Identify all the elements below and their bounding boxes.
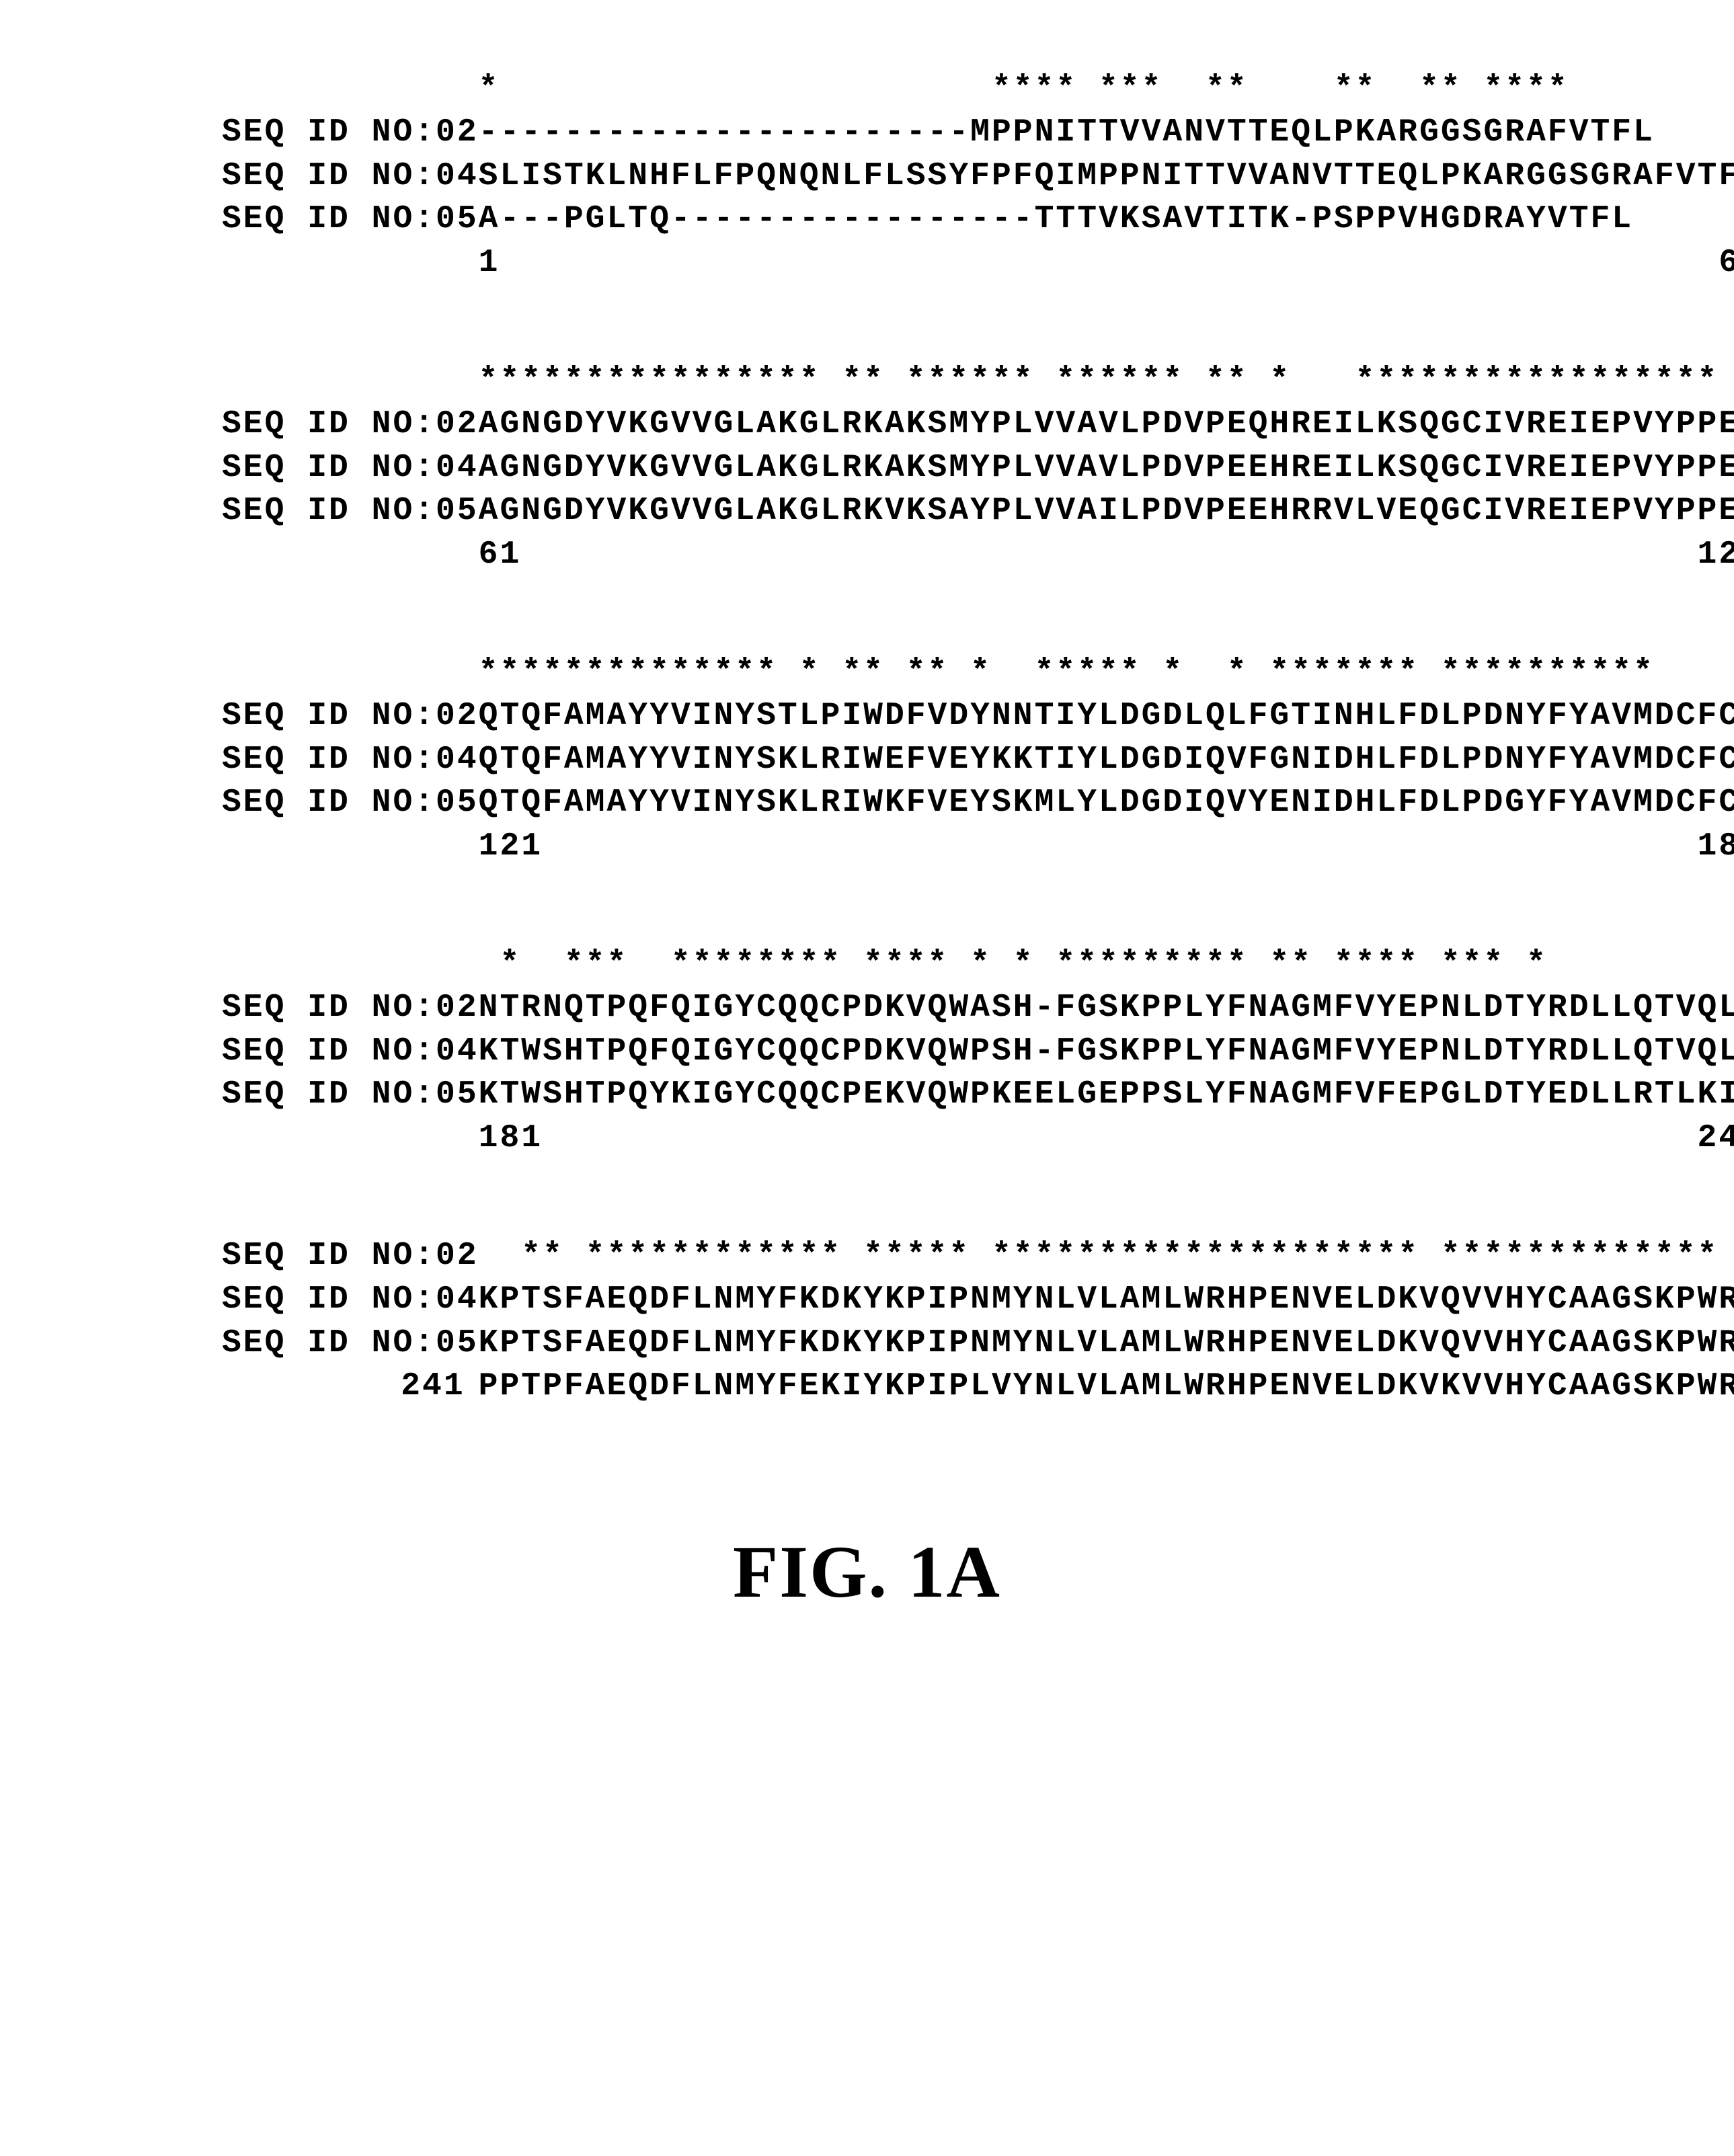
- seq-label: SEQ ID NO:05: [222, 489, 479, 533]
- seq-label: SEQ ID NO:02: [222, 1234, 479, 1278]
- seq-label: SEQ ID NO:05: [222, 781, 479, 825]
- ruler-start: 1: [479, 241, 500, 285]
- seq-label: SEQ ID NO:02: [222, 403, 479, 446]
- ruler-end: 60: [1719, 241, 1734, 285]
- labels-col: SEQ ID NO:02 SEQ ID NO:04 SEQ ID NO:05: [222, 651, 479, 869]
- consensus-line: * *** ******** **** * * ********* ** ***…: [479, 943, 1734, 986]
- seq-label: SEQ ID NO:02: [222, 986, 479, 1030]
- ruler-end: 240: [1698, 1117, 1734, 1160]
- consensus-line: * **** *** ** ** ** ****: [479, 67, 1734, 111]
- ruler-start-label: 241: [222, 1365, 479, 1408]
- labels-col: SEQ ID NO:02 SEQ ID NO:04 SEQ ID NO:05: [222, 943, 479, 1160]
- sequence-line: KTWSHTPQFQIGYCQQCPDKVQWPSH-FGSKPPLYFNAGM…: [479, 1030, 1734, 1074]
- sequence-col: ** ************ ***** ******************…: [479, 1234, 1734, 1408]
- sequence-line: QTQFAMAYYVINYSTLPIWDFVDYNNTIYLDGDLQLFGTI…: [479, 694, 1734, 738]
- alignment-block-1: SEQ ID NO:02 SEQ ID NO:04 SEQ ID NO:05 *…: [0, 67, 1734, 285]
- ruler-line: 61 120: [479, 533, 1734, 577]
- ruler-end: 120: [1698, 533, 1734, 577]
- sequence-line: QTQFAMAYYVINYSKLRIWKFVEYSKMLYLDGDIQVYENI…: [479, 781, 1734, 825]
- labels-col: SEQ ID NO:02 SEQ ID NO:04 SEQ ID NO:05: [222, 359, 479, 577]
- alignment-block-4: SEQ ID NO:02 SEQ ID NO:04 SEQ ID NO:05 *…: [0, 943, 1734, 1160]
- seq-label: SEQ ID NO:02: [222, 111, 479, 155]
- sequence-line: KPTSFAEQDFLNMYFKDKYKPIPNMYNLVLAMLWRHPENV…: [479, 1322, 1734, 1365]
- ruler-line: 121 180: [479, 825, 1734, 869]
- sequence-line: QTQFAMAYYVINYSKLRIWEFVEYKKTIYLDGDIQVFGNI…: [479, 738, 1734, 782]
- sequence-col: * **** *** ** ** ** **** ---------------…: [479, 67, 1734, 285]
- ruler-line: 1 60: [479, 241, 1734, 285]
- sequence-line: SLISTKLNHFLFPQNQNLFLSSYFPFQIMPPNITTVVANV…: [479, 155, 1734, 198]
- ruler-line: 181 240: [479, 1117, 1734, 1160]
- seq-label: SEQ ID NO:05: [222, 198, 479, 241]
- seq-label: SEQ ID NO:04: [222, 446, 479, 490]
- consensus-line: ************** * ** ** * ***** * * *****…: [479, 651, 1734, 694]
- seq-label: SEQ ID NO:02: [222, 694, 479, 738]
- ruler-start: 181: [479, 1117, 543, 1160]
- seq-label: SEQ ID NO:04: [222, 738, 479, 782]
- sequence-col: **************** ** ****** ****** ** * *…: [479, 359, 1734, 577]
- sequence-line: AGNGDYVKGVVGLAKGLRKAKSMYPLVVAVLPDVPEEHRE…: [479, 446, 1734, 490]
- page: SEQ ID NO:02 SEQ ID NO:04 SEQ ID NO:05 *…: [0, 0, 1734, 2156]
- consensus-line: ** ************ ***** ******************…: [479, 1234, 1734, 1278]
- sequence-line: NTRNQTPQFQIGYCQQCPDKVQWASH-FGSKPPLYFNAGM…: [479, 986, 1734, 1030]
- sequence-line: AGNGDYVKGVVGLAKGLRKVKSAYPLVVAILPDVPEEHRR…: [479, 489, 1734, 533]
- alignment-block-5: SEQ ID NO:02 SEQ ID NO:04 SEQ ID NO:05 2…: [0, 1234, 1734, 1408]
- alignment-block-2: SEQ ID NO:02 SEQ ID NO:04 SEQ ID NO:05 *…: [0, 359, 1734, 577]
- alignment-block-3: SEQ ID NO:02 SEQ ID NO:04 SEQ ID NO:05 *…: [0, 651, 1734, 869]
- sequence-line: PPTPFAEQDFLNMYFEKIYKPIPLVYNLVLAMLWRHPENV…: [479, 1365, 1734, 1408]
- ruler-start: 61: [479, 533, 522, 577]
- sequence-col: * *** ******** **** * * ********* ** ***…: [479, 943, 1734, 1160]
- sequence-line: A---PGLTQ-----------------TTTVKSAVTITK-P…: [479, 198, 1734, 241]
- labels-col: SEQ ID NO:02 SEQ ID NO:04 SEQ ID NO:05: [222, 67, 479, 285]
- seq-label: SEQ ID NO:04: [222, 155, 479, 198]
- sequence-line: KTWSHTPQYKIGYCQQCPEKVQWPKEELGEPPSLYFNAGM…: [479, 1073, 1734, 1117]
- labels-col: SEQ ID NO:02 SEQ ID NO:04 SEQ ID NO:05 2…: [222, 1234, 479, 1408]
- seq-label: SEQ ID NO:04: [222, 1030, 479, 1074]
- ruler-start: 121: [479, 825, 543, 869]
- seq-label: SEQ ID NO:05: [222, 1322, 479, 1365]
- sequence-line: -----------------------MPPNITTVVANVTTEQL…: [479, 111, 1734, 155]
- seq-label: SEQ ID NO:05: [222, 1073, 479, 1117]
- figure-caption: FIG. 1A: [0, 1529, 1734, 1615]
- ruler-end: 180: [1698, 825, 1734, 869]
- consensus-line: **************** ** ****** ****** ** * *…: [479, 359, 1734, 403]
- sequence-line: KPTSFAEQDFLNMYFKDKYKPIPNMYNLVLAMLWRHPENV…: [479, 1278, 1734, 1322]
- sequence-line: AGNGDYVKGVVGLAKGLRKAKSMYPLVVAVLPDVPEQHRE…: [479, 403, 1734, 446]
- sequence-col: ************** * ** ** * ***** * * *****…: [479, 651, 1734, 869]
- seq-label: SEQ ID NO:04: [222, 1278, 479, 1322]
